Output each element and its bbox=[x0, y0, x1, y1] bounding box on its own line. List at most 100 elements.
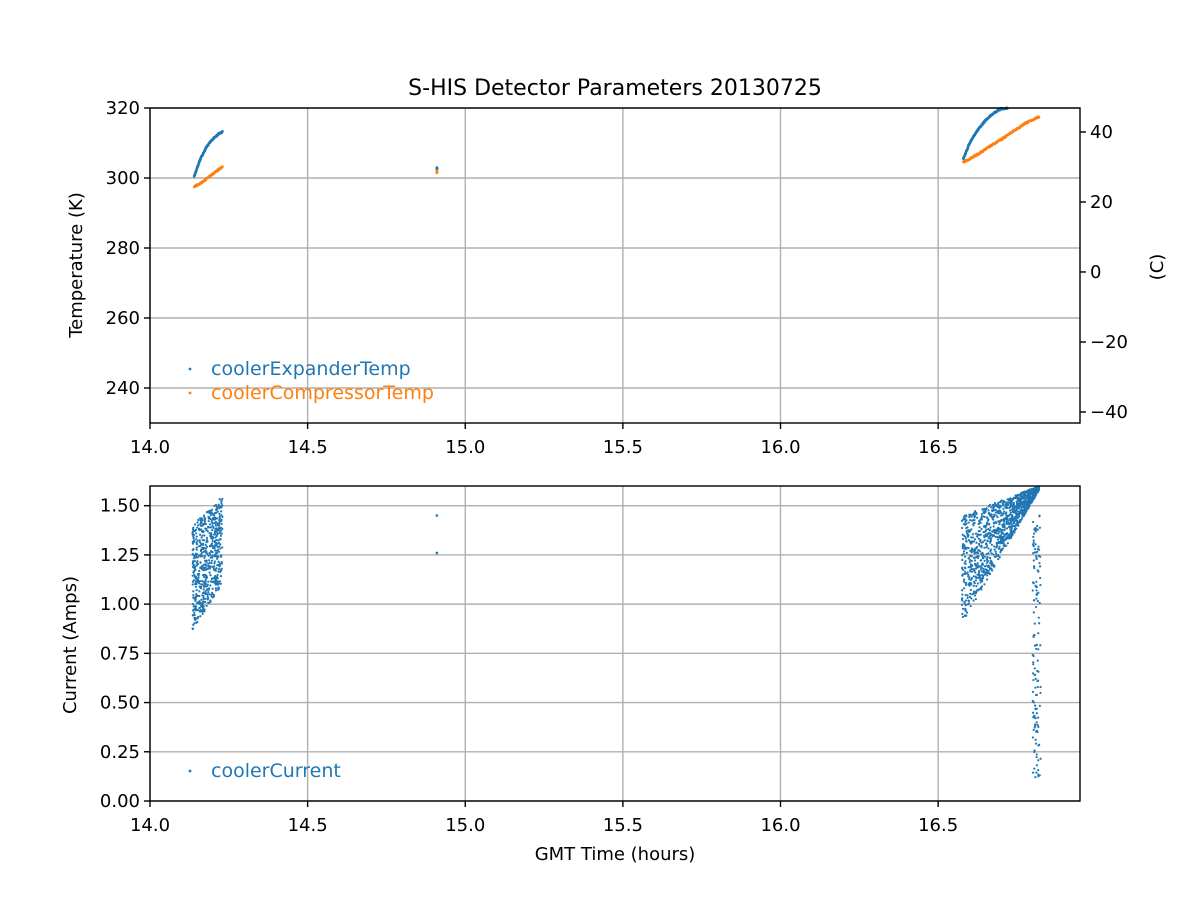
current-point bbox=[1021, 502, 1024, 506]
current-point bbox=[993, 548, 996, 551]
current-point bbox=[1034, 723, 1037, 726]
current-point bbox=[200, 605, 204, 608]
current-point bbox=[217, 528, 220, 531]
current-point bbox=[212, 516, 215, 519]
bottom-y-tick-label: 0.50 bbox=[100, 693, 140, 714]
current-point bbox=[193, 605, 196, 608]
bottom-y-tick-label: 0.00 bbox=[100, 791, 140, 812]
current-point bbox=[1033, 667, 1036, 670]
current-point bbox=[207, 516, 211, 520]
current-point bbox=[981, 562, 984, 565]
current-point bbox=[1010, 528, 1013, 531]
current-point bbox=[987, 518, 990, 521]
current-point bbox=[961, 599, 964, 602]
current-point bbox=[195, 564, 199, 567]
current-point bbox=[1026, 503, 1029, 506]
current-point bbox=[204, 522, 207, 526]
current-point bbox=[970, 597, 973, 600]
current-point bbox=[980, 546, 983, 549]
current-point bbox=[1032, 635, 1035, 639]
current-point bbox=[983, 539, 986, 542]
current-point bbox=[205, 527, 208, 531]
current-point bbox=[202, 514, 206, 517]
current-point bbox=[1034, 529, 1037, 532]
current-point bbox=[220, 568, 223, 571]
current-point bbox=[1035, 597, 1038, 600]
current-point bbox=[201, 519, 204, 522]
current-point bbox=[1032, 565, 1036, 568]
current-point bbox=[192, 608, 195, 611]
current-point bbox=[1033, 494, 1036, 498]
current-point bbox=[212, 580, 215, 584]
current-point bbox=[1015, 523, 1018, 527]
current-point bbox=[217, 503, 220, 506]
current-point bbox=[198, 585, 201, 588]
current-point bbox=[1033, 673, 1036, 676]
current-point bbox=[210, 520, 213, 523]
current-point bbox=[989, 562, 992, 565]
current-point bbox=[1036, 723, 1039, 727]
current-point bbox=[203, 539, 206, 542]
current-point bbox=[203, 563, 206, 566]
current-point bbox=[220, 562, 224, 565]
current-point bbox=[961, 612, 964, 615]
current-point bbox=[1019, 503, 1022, 506]
current-point bbox=[984, 568, 987, 571]
current-point bbox=[220, 522, 223, 525]
current-point bbox=[1018, 510, 1021, 513]
current-point bbox=[192, 564, 196, 567]
current-point bbox=[207, 596, 210, 600]
current-point bbox=[974, 571, 977, 574]
current-point bbox=[195, 561, 198, 565]
current-point bbox=[1033, 750, 1036, 754]
current-point bbox=[1038, 622, 1041, 625]
current-point bbox=[211, 587, 214, 590]
current-point bbox=[211, 535, 214, 538]
current-point bbox=[960, 526, 964, 530]
current-point bbox=[211, 521, 214, 525]
legend-marker-expander bbox=[188, 367, 192, 371]
current-point bbox=[963, 578, 966, 581]
current-point bbox=[203, 520, 207, 523]
current-point bbox=[963, 517, 967, 520]
current-point bbox=[193, 611, 196, 614]
current-point bbox=[997, 526, 1000, 529]
current-point bbox=[199, 555, 202, 558]
current-point bbox=[965, 611, 969, 614]
current-point bbox=[992, 564, 995, 567]
current-point bbox=[217, 550, 221, 553]
current-point bbox=[961, 615, 964, 618]
current-point bbox=[980, 527, 983, 531]
current-point bbox=[1038, 562, 1041, 565]
current-point bbox=[983, 565, 987, 568]
top-y-axis-label: Temperature (K) bbox=[66, 192, 87, 339]
current-point bbox=[996, 544, 999, 548]
current-point bbox=[1009, 535, 1012, 538]
current-point bbox=[213, 560, 217, 563]
current-point bbox=[970, 515, 973, 518]
current-point bbox=[1004, 505, 1007, 509]
current-point bbox=[216, 542, 219, 545]
current-point bbox=[212, 522, 216, 525]
current-point bbox=[196, 602, 199, 605]
temp-point-1 bbox=[221, 165, 224, 169]
current-point bbox=[964, 583, 968, 587]
current-point bbox=[197, 615, 200, 618]
temp-point-1 bbox=[435, 169, 439, 173]
current-point bbox=[198, 569, 201, 573]
current-point bbox=[995, 505, 998, 508]
current-point bbox=[1033, 490, 1037, 493]
current-point bbox=[200, 524, 204, 527]
current-point bbox=[960, 519, 963, 523]
current-point bbox=[989, 541, 992, 544]
current-point bbox=[213, 513, 216, 517]
current-point bbox=[1009, 531, 1012, 534]
current-point bbox=[193, 554, 196, 558]
current-point bbox=[1031, 736, 1035, 739]
current-point bbox=[961, 566, 964, 569]
current-point bbox=[965, 526, 968, 530]
current-point bbox=[200, 517, 203, 520]
current-point bbox=[962, 587, 966, 590]
current-point bbox=[1000, 518, 1003, 522]
current-point bbox=[204, 568, 207, 571]
